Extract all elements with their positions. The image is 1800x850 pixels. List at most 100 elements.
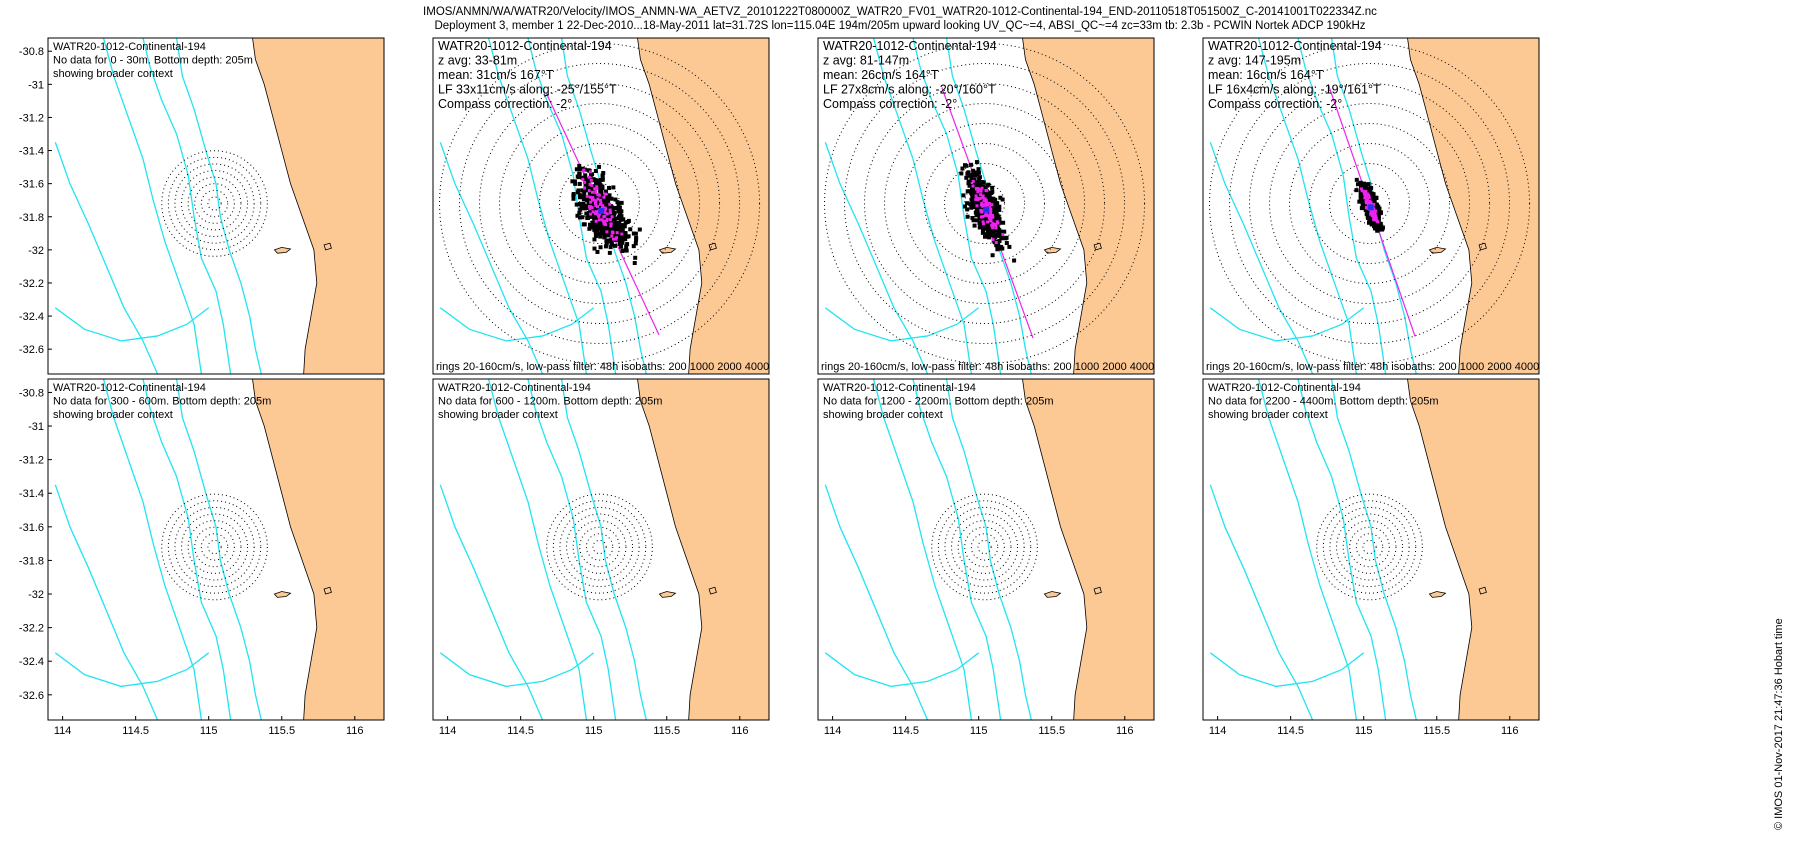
lowpass-point: [989, 218, 993, 222]
lowpass-point: [1372, 207, 1376, 211]
lowpass-point: [1369, 212, 1373, 216]
velocity-point: [1372, 224, 1377, 229]
lowpass-point: [593, 211, 597, 215]
velocity-point: [591, 178, 596, 183]
lowpass-point: [984, 202, 988, 206]
land-area: [637, 38, 769, 374]
velocity-point: [608, 245, 613, 250]
island-1: [273, 591, 292, 598]
velocity-point: [1354, 188, 1359, 193]
speed-ring-8: [1209, 43, 1531, 365]
panel-annotation: No data for 600 - 1200m. Bottom depth: 2…: [438, 396, 662, 408]
velocity-point: [977, 225, 982, 230]
island-1: [273, 246, 292, 254]
land-area: [1022, 379, 1154, 720]
x-tick-label: 115: [200, 725, 218, 737]
lowpass-point: [602, 210, 606, 214]
velocity-point: [593, 169, 598, 174]
land-area: [252, 38, 384, 374]
island-1: [1043, 591, 1062, 598]
velocity-point: [604, 195, 609, 200]
velocity-point: [976, 167, 981, 172]
x-tick-label: 115.5: [1423, 725, 1450, 737]
isobath-line-1: [560, 379, 647, 720]
velocity-point: [625, 242, 630, 247]
velocity-point: [572, 179, 577, 184]
velocity-point: [611, 185, 616, 190]
velocity-point: [606, 200, 611, 205]
land-area: [1407, 379, 1539, 720]
panel-annotation: Compass correction: -2°: [438, 97, 572, 111]
velocity-point: [607, 185, 612, 190]
x-tick-label: 114.5: [122, 725, 149, 737]
lowpass-point: [594, 210, 598, 214]
velocity-point: [977, 205, 982, 210]
velocity-point: [623, 220, 628, 225]
map-panel-p6: WATR20-1012-Continental-194 No data for 6…: [432, 378, 770, 737]
velocity-point: [996, 243, 1001, 248]
panel-annotation: No data for 300 - 600m. Bottom depth: 20…: [53, 396, 271, 408]
velocity-point: [628, 227, 633, 232]
isobath-line-3: [1257, 379, 1358, 720]
lowpass-point: [582, 169, 586, 173]
isobath-line-5: [54, 307, 210, 342]
velocity-point: [580, 188, 585, 193]
x-tick-label: 114: [1209, 725, 1227, 737]
island-2: [323, 242, 332, 251]
velocity-point: [965, 201, 970, 206]
panel-footer-note: rings 20-160cm/s, low-pass filter: 48h i…: [821, 361, 1163, 373]
velocity-point: [591, 207, 596, 212]
velocity-point: [965, 214, 970, 219]
mean-vector-marker: [983, 206, 990, 213]
velocity-point: [1365, 188, 1370, 193]
figure-title-line-2: Deployment 3, member 1 22-Dec-2010...18-…: [434, 20, 1366, 32]
velocity-point: [980, 230, 985, 235]
isobath-line-5: [1209, 307, 1365, 342]
lowpass-point: [994, 226, 998, 230]
velocity-point: [580, 175, 585, 180]
velocity-point: [967, 173, 972, 178]
velocity-point: [604, 204, 609, 209]
velocity-point: [1359, 195, 1364, 200]
x-tick-label: 114.5: [507, 725, 534, 737]
y-tick-label: -32: [28, 245, 44, 257]
lowpass-point: [991, 221, 995, 225]
velocity-point: [620, 248, 625, 253]
velocity-point: [617, 242, 622, 247]
velocity-point: [600, 177, 605, 182]
velocity-point: [583, 173, 588, 178]
lowpass-point: [979, 193, 983, 197]
speed-ring-3: [1349, 526, 1390, 568]
lowpass-point: [588, 207, 592, 211]
velocity-point: [593, 234, 598, 239]
isobath-line-3: [102, 379, 203, 720]
velocity-point: [1362, 181, 1367, 186]
lowpass-point: [978, 188, 982, 192]
velocity-point: [995, 201, 1000, 206]
speed-ring-1: [207, 196, 222, 211]
lowpass-point: [1368, 202, 1372, 206]
velocity-point: [577, 215, 582, 220]
lowpass-point: [597, 218, 601, 222]
lowpass-point: [591, 210, 595, 214]
panel-frame: [432, 37, 770, 375]
lowpass-point: [608, 211, 612, 215]
velocity-point: [605, 227, 610, 232]
velocity-point: [1378, 210, 1383, 215]
lowpass-point: [991, 215, 995, 219]
panel-title: WATR20-1012-Continental-194: [823, 382, 976, 394]
panel-frame: [817, 37, 1155, 375]
speed-ring-8: [161, 493, 268, 601]
lowpass-point: [603, 208, 607, 212]
velocity-point: [616, 233, 621, 238]
lowpass-point: [1373, 216, 1377, 220]
velocity-point: [590, 201, 595, 206]
velocity-point: [964, 163, 969, 168]
lowpass-point: [988, 205, 992, 209]
lowpass-point: [976, 190, 980, 194]
y-tick-label: -31.8: [19, 212, 44, 224]
velocity-point: [613, 227, 618, 232]
velocity-point: [969, 183, 974, 188]
velocity-point: [571, 192, 576, 197]
velocity-point: [996, 205, 1001, 210]
